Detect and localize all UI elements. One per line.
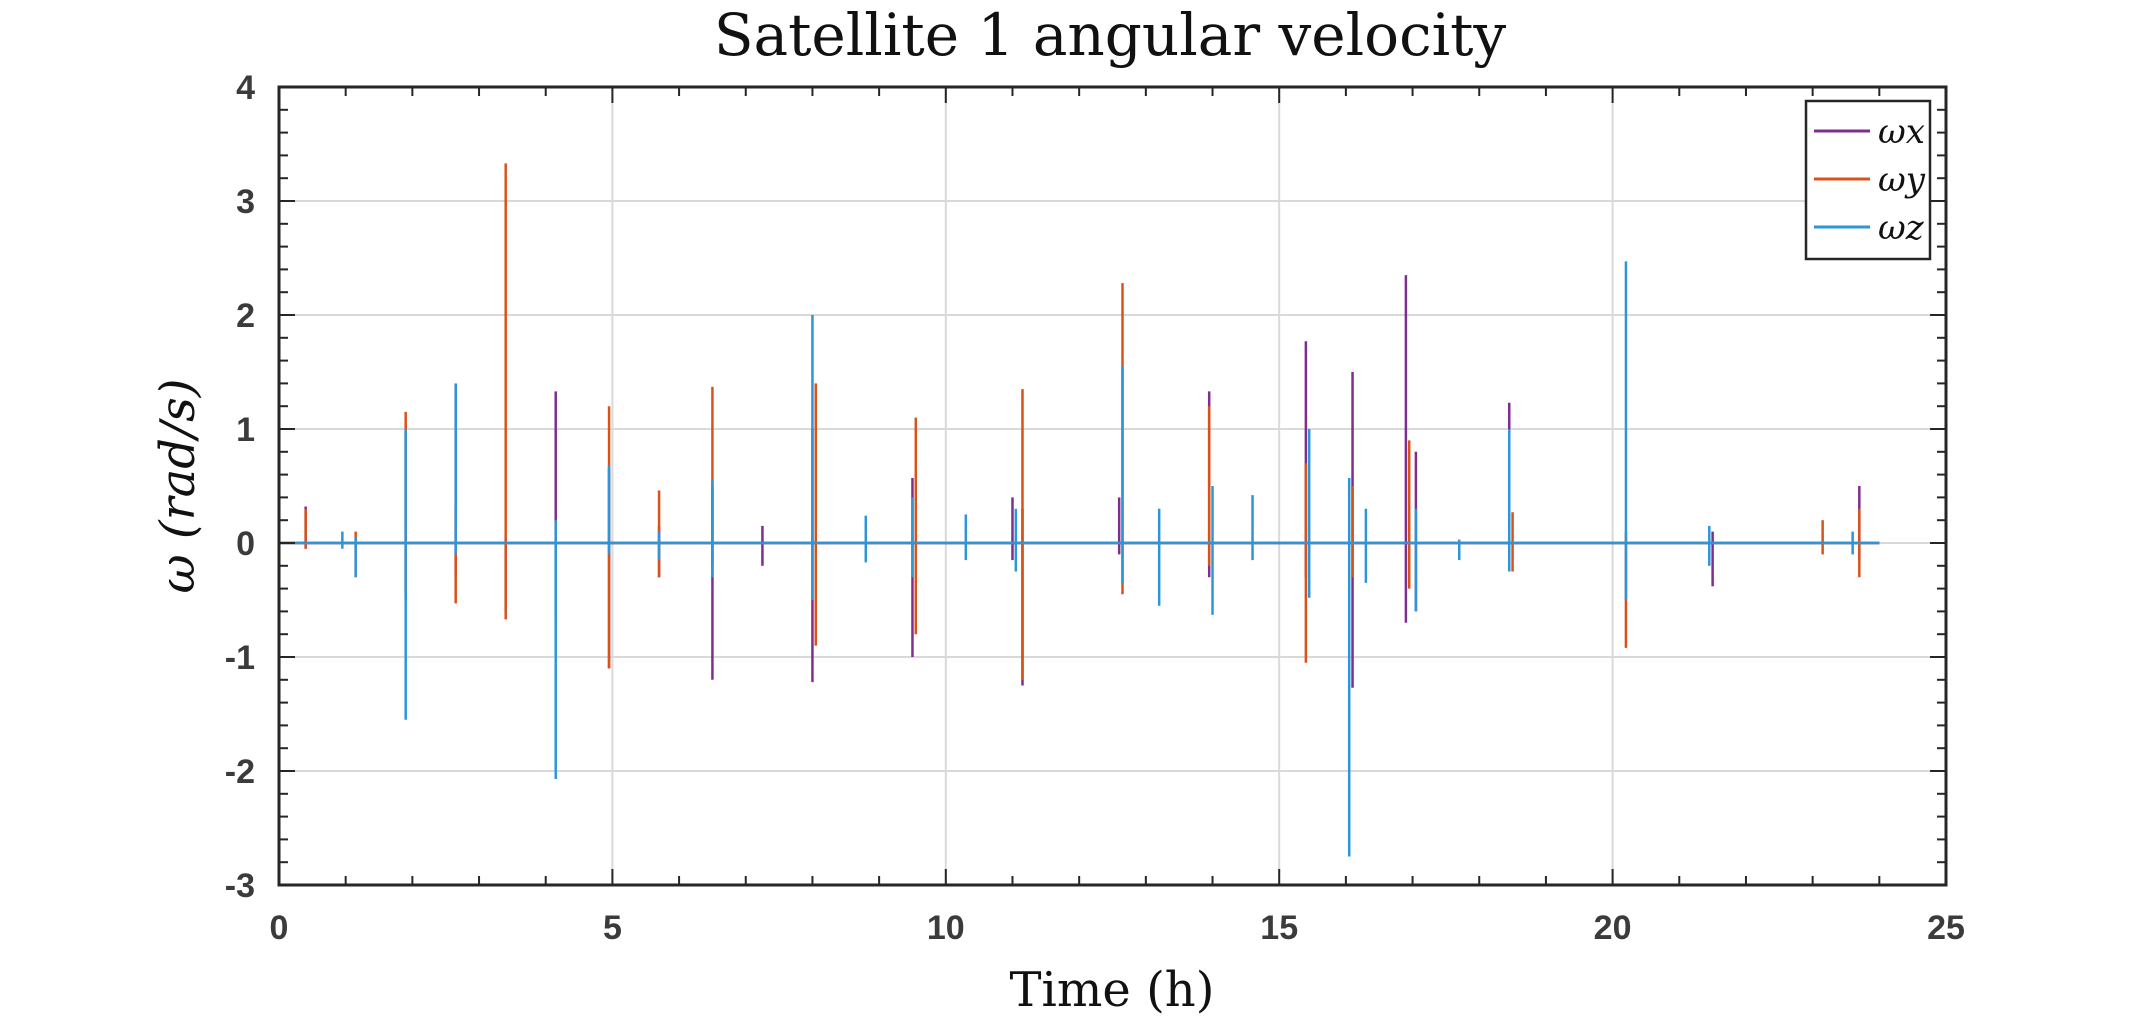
legend-label: ωx	[1878, 112, 1925, 152]
y-axis-label: ω (rad/s)	[150, 379, 206, 594]
x-axis-label: Time (h)	[1010, 962, 1215, 1017]
y-tick-label: 2	[236, 297, 255, 335]
x-tick-label: 10	[927, 909, 965, 947]
grid	[279, 87, 1946, 885]
x-tick-label: 5	[603, 909, 622, 947]
y-tick-label: -1	[225, 639, 255, 677]
series-3	[277, 261, 1880, 857]
series-2	[279, 163, 1880, 680]
series-layer	[277, 163, 1880, 857]
x-tick-label: 20	[1594, 909, 1632, 947]
x-tick-label: 0	[270, 909, 289, 947]
y-tick-label: -3	[225, 867, 255, 905]
y-tick-labels: -3 -2 -1 0 1 2 3 4	[225, 69, 255, 905]
plot-frame	[277, 85, 1948, 887]
series-1	[279, 275, 1880, 688]
y-tick-label: 0	[236, 525, 255, 563]
x-tick-labels: 0 5 10 15 20 25	[270, 909, 1965, 947]
y-tick-label: 4	[236, 69, 255, 107]
legend-label: ωy	[1878, 160, 1926, 200]
legend: ωx ωy ωz	[1804, 99, 1932, 261]
chart-title: Satellite 1 angular velocity	[714, 1, 1507, 69]
y-tick-label: -2	[225, 753, 255, 791]
x-tick-label: 25	[1927, 909, 1965, 947]
x-tick-label: 15	[1260, 909, 1298, 947]
legend-label: ωz	[1878, 208, 1925, 248]
ticks	[278, 86, 1947, 886]
y-tick-label: 1	[236, 411, 255, 449]
y-tick-label: 3	[236, 183, 255, 221]
